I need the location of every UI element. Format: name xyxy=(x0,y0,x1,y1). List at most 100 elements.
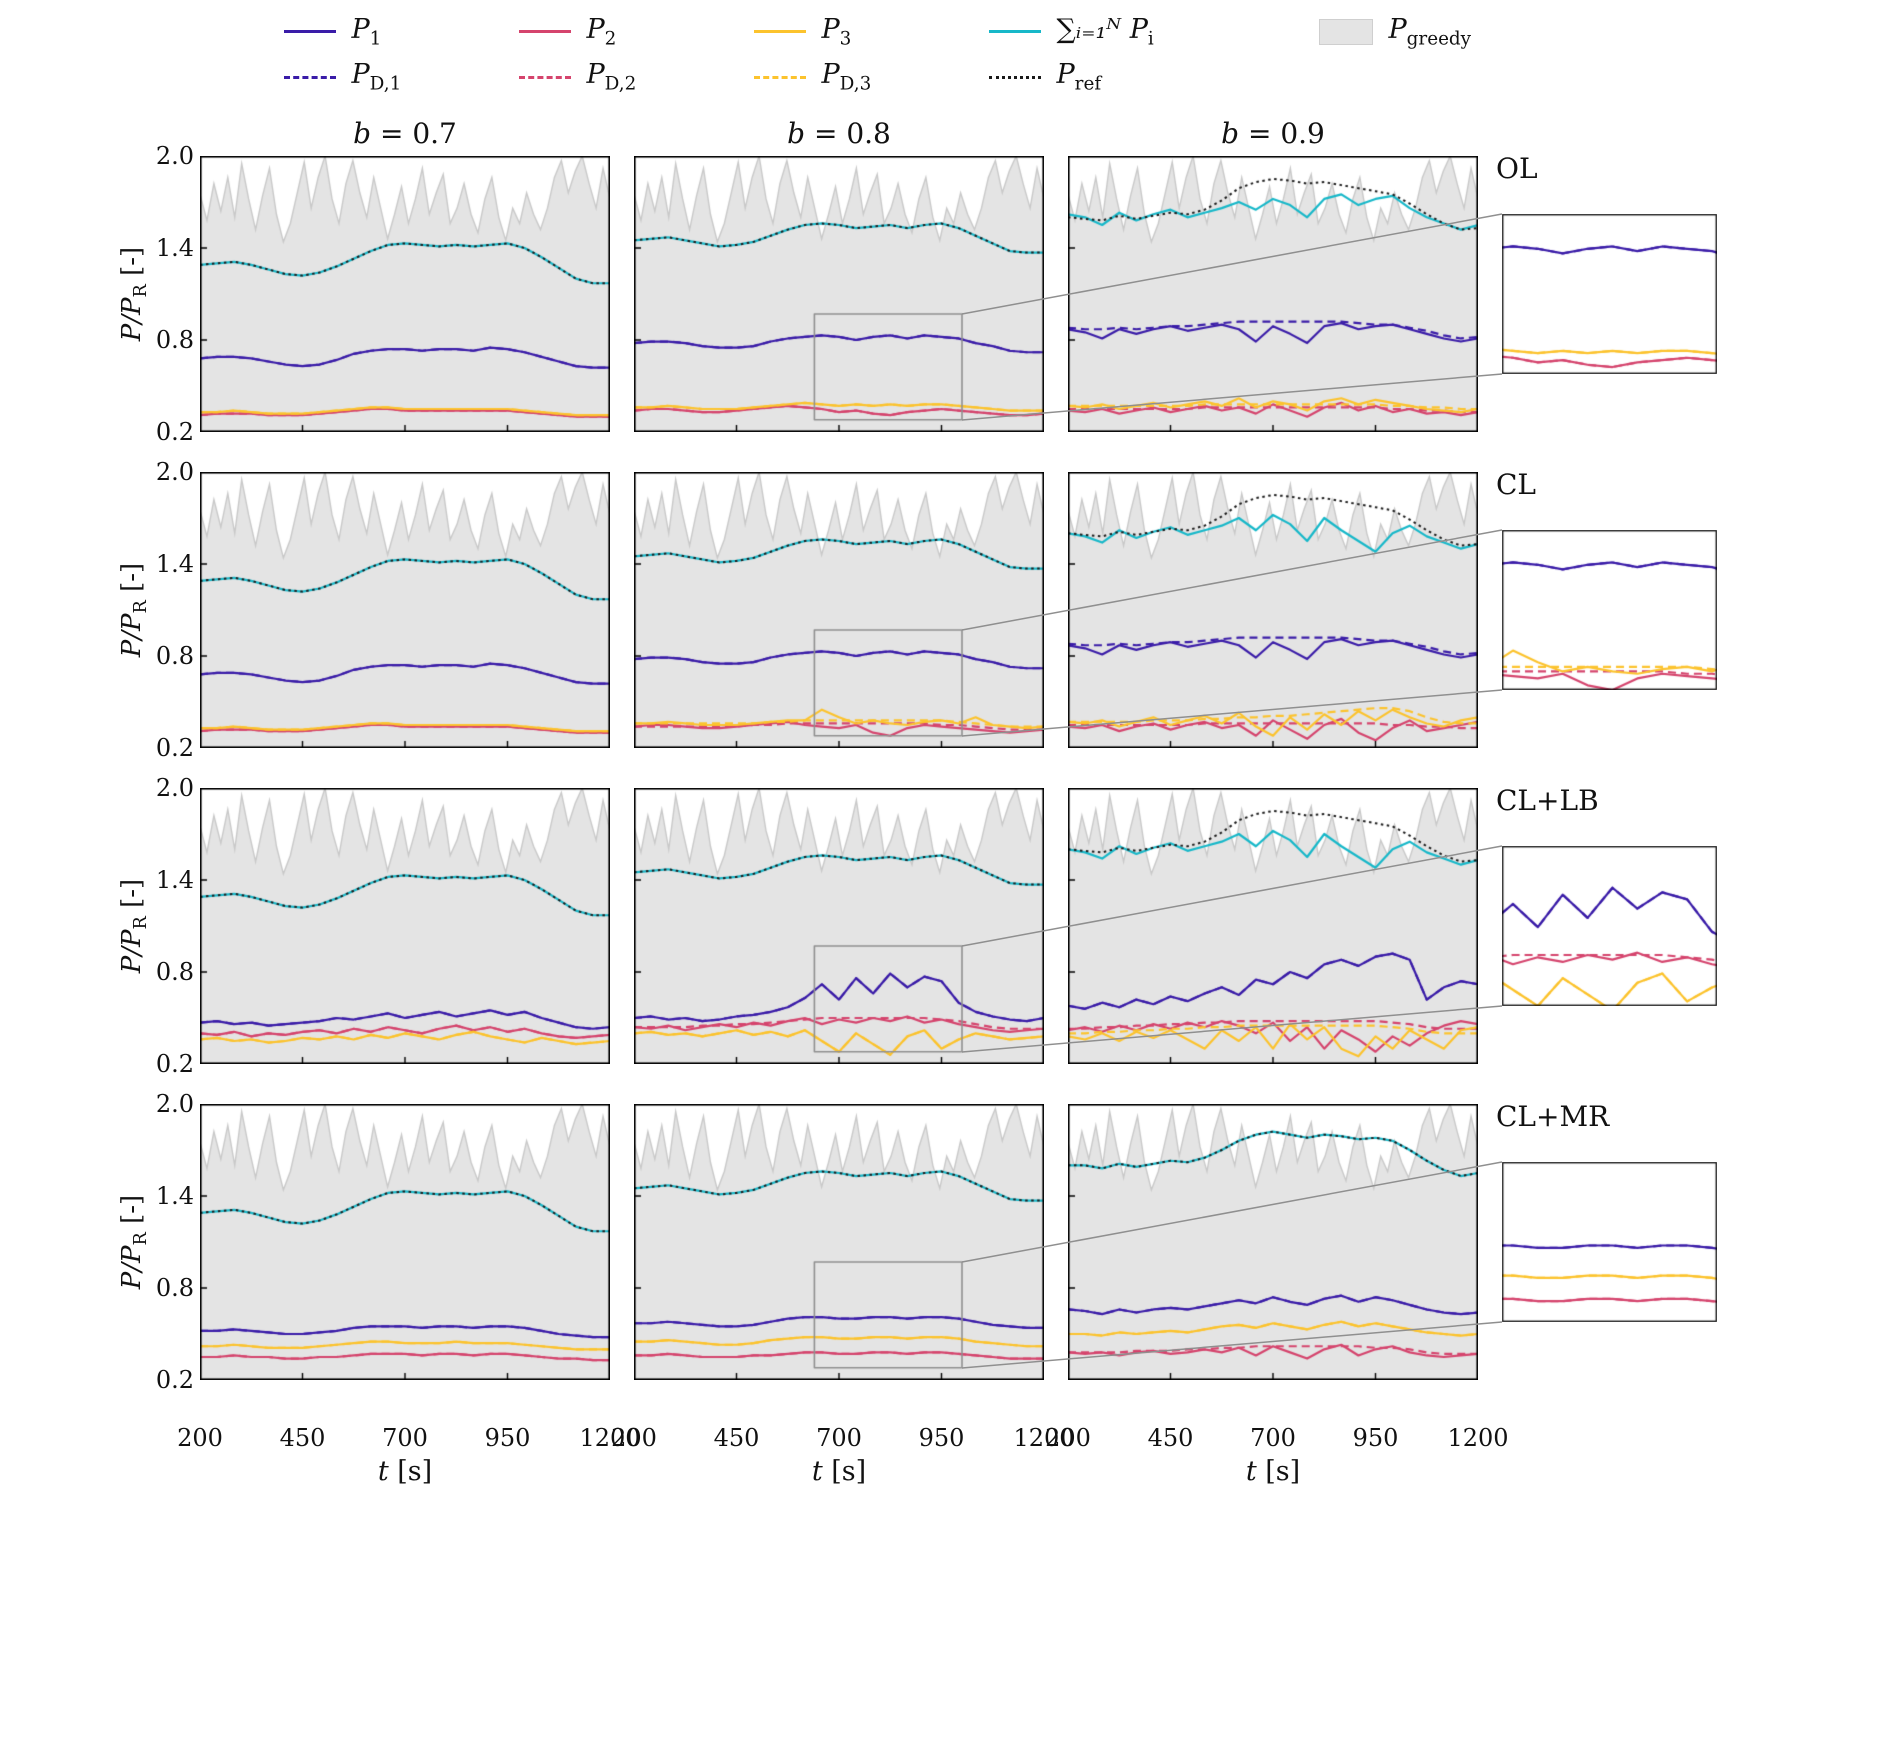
y-tick-label: 1.4 xyxy=(155,1181,194,1210)
y-tick-labels: 0.2 0.8 1.4 2.0 xyxy=(152,1091,200,1393)
legend-line-swatch xyxy=(988,75,1041,79)
row-cl-mr: P/PR [-] 0.2 0.8 1.4 2.0 CL+MR xyxy=(116,1091,1776,1393)
y-tick-label: 1.4 xyxy=(155,233,194,262)
legend-label: ∑ᵢ₌₁ᴺ Pi xyxy=(1056,14,1154,50)
x-tick-label: 1200 xyxy=(1013,1423,1075,1452)
row-label-cl: CL xyxy=(1496,467,1537,501)
inset-cl xyxy=(1502,529,1717,690)
panel-clmr-b07 xyxy=(200,1103,610,1380)
x-tick-label: 450 xyxy=(713,1423,760,1452)
x-tick-label: 700 xyxy=(382,1423,428,1452)
y-tick-label: 0.8 xyxy=(155,1273,194,1302)
y-tick-label: 0.2 xyxy=(155,733,194,762)
legend-line-swatch xyxy=(753,30,806,34)
x-tick-label: 450 xyxy=(279,1423,326,1452)
panel-clmr-b08 xyxy=(634,1103,1044,1380)
inset-cl-lb xyxy=(1502,845,1717,1006)
legend-item: PD,1 xyxy=(283,59,519,95)
y-axis-label: P/PR [-] xyxy=(116,1194,152,1289)
column-title-b08: b = 0.8 xyxy=(787,116,891,150)
panel-ol-b09 xyxy=(1068,155,1478,432)
legend-label: Pgreedy xyxy=(1388,14,1472,50)
panel-ol-b07 xyxy=(200,155,610,432)
legend-line-swatch xyxy=(518,75,571,79)
figure: P1 P2 P3 ∑ᵢ₌₁ᴺ Pi Pgreedy PD,1 PD,2 PD,3 Pref b … xyxy=(116,0,1776,1528)
legend-item: Pgreedy xyxy=(1318,14,1609,50)
panel-cl-b08 xyxy=(634,471,1044,748)
legend-line-swatch xyxy=(753,75,806,79)
row-ol: P/PR [-] 0.2 0.8 1.4 2.0 OL xyxy=(116,143,1776,445)
panel-cl-b07 xyxy=(200,471,610,748)
x-axis-label: t [s] xyxy=(811,1455,867,1487)
legend-label: PD,3 xyxy=(821,59,872,95)
legend-patch-swatch xyxy=(1318,18,1373,45)
y-tick-label: 1.4 xyxy=(155,865,194,894)
legend-line-swatch xyxy=(283,75,336,79)
y-axis-label: P/PR [-] xyxy=(116,878,152,973)
column-title-b09: b = 0.9 xyxy=(1221,116,1325,150)
row-label-cl-lb: CL+LB xyxy=(1496,783,1599,817)
legend-label: PD,2 xyxy=(586,59,637,95)
legend-item: ∑ᵢ₌₁ᴺ Pi xyxy=(988,14,1319,50)
x-tick-label: 1200 xyxy=(579,1423,641,1452)
y-tick-label: 0.2 xyxy=(155,1049,194,1078)
legend-label: PD,1 xyxy=(351,59,402,95)
row-cl: P/PR [-] 0.2 0.8 1.4 2.0 CL xyxy=(116,459,1776,761)
legend-label: P2 xyxy=(586,14,617,50)
column-title-b07: b = 0.7 xyxy=(353,116,457,150)
y-tick-label: 0.2 xyxy=(155,1365,194,1394)
x-tick-label: 200 xyxy=(611,1423,657,1452)
x-tick-label: 700 xyxy=(816,1423,862,1452)
inset-ol xyxy=(1502,213,1717,374)
legend-item: P2 xyxy=(518,14,754,50)
y-tick-label: 2.0 xyxy=(155,457,194,486)
legend-item: Pref xyxy=(988,59,1319,95)
x-tick-label: 200 xyxy=(1045,1423,1091,1452)
y-tick-label: 0.8 xyxy=(155,325,194,354)
y-tick-label: 1.4 xyxy=(155,549,194,578)
y-tick-label: 0.8 xyxy=(155,641,194,670)
legend-line-swatch xyxy=(988,30,1041,34)
x-tick-label: 450 xyxy=(1147,1423,1194,1452)
legend-label: P3 xyxy=(821,14,852,50)
x-tick-label: 950 xyxy=(1352,1423,1399,1452)
y-tick-label: 0.8 xyxy=(155,957,194,986)
x-tick-label: 200 xyxy=(177,1423,223,1452)
panel-cl-b09 xyxy=(1068,471,1478,748)
legend-line-swatch xyxy=(518,30,571,34)
y-tick-labels: 0.2 0.8 1.4 2.0 xyxy=(152,143,200,445)
inset-cl-mr xyxy=(1502,1161,1717,1322)
panel-cllb-b07 xyxy=(200,787,610,1064)
legend: P1 P2 P3 ∑ᵢ₌₁ᴺ Pi Pgreedy PD,1 PD,2 PD,3 Pref xyxy=(283,14,1609,95)
y-tick-label: 2.0 xyxy=(155,141,194,170)
x-axis-labels: 200 450 700 950 1200 t [s] 200 450 700 950 1200 t [… xyxy=(116,1420,1776,1498)
row-label-ol: OL xyxy=(1496,151,1538,185)
legend-item: P1 xyxy=(283,14,519,50)
legend-line-swatch xyxy=(283,30,336,34)
panel-cllb-b08 xyxy=(634,787,1044,1064)
legend-label: Pref xyxy=(1056,59,1102,95)
y-tick-label: 0.2 xyxy=(155,417,194,446)
panel-cllb-b09 xyxy=(1068,787,1478,1064)
y-tick-labels: 0.2 0.8 1.4 2.0 xyxy=(152,459,200,761)
legend-label: P1 xyxy=(351,14,382,50)
x-axis-label: t [s] xyxy=(1245,1455,1301,1487)
x-tick-label: 1200 xyxy=(1447,1423,1509,1452)
x-tick-label: 950 xyxy=(918,1423,965,1452)
legend-item: P3 xyxy=(753,14,989,50)
legend-item: PD,2 xyxy=(518,59,754,95)
y-tick-labels: 0.2 0.8 1.4 2.0 xyxy=(152,775,200,1077)
y-tick-label: 2.0 xyxy=(155,1089,194,1118)
y-tick-label: 2.0 xyxy=(155,773,194,802)
y-axis-label: P/PR [-] xyxy=(116,562,152,657)
x-tick-label: 700 xyxy=(1250,1423,1296,1452)
row-label-cl-mr: CL+MR xyxy=(1496,1099,1610,1133)
column-titles: b = 0.7 b = 0.8 b = 0.9 xyxy=(116,117,1776,150)
x-tick-label: 950 xyxy=(484,1423,531,1452)
row-cl-lb: P/PR [-] 0.2 0.8 1.4 2.0 CL+LB xyxy=(116,775,1776,1077)
y-axis-label: P/PR [-] xyxy=(116,246,152,341)
panel-clmr-b09 xyxy=(1068,1103,1478,1380)
legend-item: PD,3 xyxy=(753,59,989,95)
x-axis-label: t [s] xyxy=(377,1455,433,1487)
panel-ol-b08 xyxy=(634,155,1044,432)
